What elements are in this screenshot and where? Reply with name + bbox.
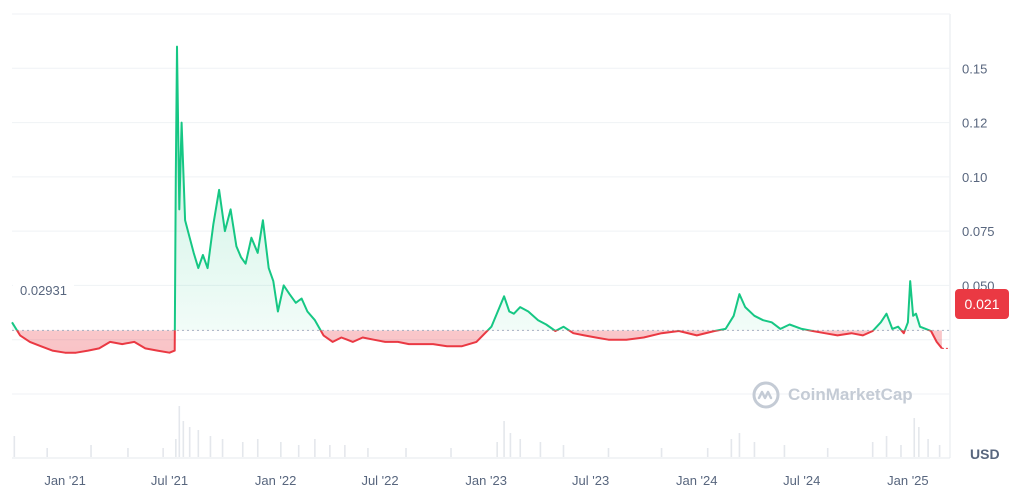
- volume-bar: [519, 439, 522, 457]
- volume-bar: [162, 448, 164, 457]
- volume-bar: [562, 445, 565, 457]
- y-tick-label: 0.15: [962, 61, 987, 76]
- volume-bar: [280, 442, 282, 457]
- volume-bar: [197, 430, 200, 457]
- volume-bar: [660, 448, 663, 457]
- area-below-baseline: [16, 330, 942, 353]
- volume-bar: [178, 406, 181, 457]
- y-tick-label: 0.10: [962, 170, 987, 185]
- area-above-baseline: [12, 46, 942, 331]
- watermark-text: CoinMarketCap: [788, 385, 913, 404]
- volume-bar: [46, 448, 48, 457]
- volume-bar: [297, 445, 300, 457]
- volume-bar: [783, 445, 786, 457]
- volume-bar: [509, 433, 512, 457]
- volume-bar: [927, 439, 929, 457]
- y-tick-label: 0.12: [962, 116, 987, 131]
- volume-bar: [450, 448, 452, 457]
- price-line-down: [15, 330, 943, 354]
- coinmarketcap-logo-icon: [752, 381, 780, 409]
- volume-bar: [256, 439, 259, 457]
- volume-bar: [539, 442, 542, 457]
- volume-bar: [913, 418, 916, 457]
- volume-bar: [738, 433, 741, 457]
- volume-bar: [871, 442, 874, 457]
- volume-bar: [496, 442, 498, 457]
- x-tick-label: Jan '23: [465, 473, 507, 488]
- volume-bar: [503, 421, 505, 457]
- volume-bar: [127, 448, 129, 457]
- x-tick-label: Jan '21: [44, 473, 86, 488]
- current-price-badge: 0.021: [955, 289, 1009, 319]
- x-tick-label: Jan '24: [676, 473, 718, 488]
- x-tick-label: Jan '22: [255, 473, 297, 488]
- volume-bar: [753, 442, 756, 457]
- volume-bar: [209, 436, 212, 457]
- y-tick-label: 0.075: [962, 224, 995, 239]
- volume-bar: [900, 445, 902, 457]
- x-tick-label: Jul '23: [572, 473, 609, 488]
- volume-bar: [241, 442, 244, 457]
- volume-bar: [826, 448, 829, 457]
- volume-bar: [367, 448, 369, 457]
- volume-bar: [13, 436, 16, 457]
- currency-label: USD: [970, 446, 1000, 462]
- volume-bar: [314, 439, 316, 457]
- volume-bar: [607, 448, 610, 457]
- volume-bar: [730, 439, 733, 457]
- x-tick-label: Jul '21: [151, 473, 188, 488]
- volume-bar: [938, 445, 941, 457]
- volume-bar: [221, 439, 224, 457]
- volume-bar: [344, 445, 346, 457]
- watermark: CoinMarketCap: [752, 381, 913, 409]
- volume-bar: [188, 427, 191, 457]
- x-tick-label: Jul '22: [361, 473, 398, 488]
- volume-bar: [182, 421, 185, 457]
- volume-bar: [885, 436, 888, 457]
- volume-bar: [175, 439, 177, 457]
- volume-bar: [90, 445, 92, 457]
- baseline-price-label: 0.02931: [14, 281, 73, 300]
- volume-bar: [706, 448, 709, 457]
- volume-bar: [329, 445, 331, 457]
- x-tick-label: Jan '25: [887, 473, 929, 488]
- volume-bar: [405, 448, 407, 457]
- volume-bar: [918, 427, 920, 457]
- x-tick-label: Jul '24: [783, 473, 820, 488]
- price-line-up: [11, 45, 932, 331]
